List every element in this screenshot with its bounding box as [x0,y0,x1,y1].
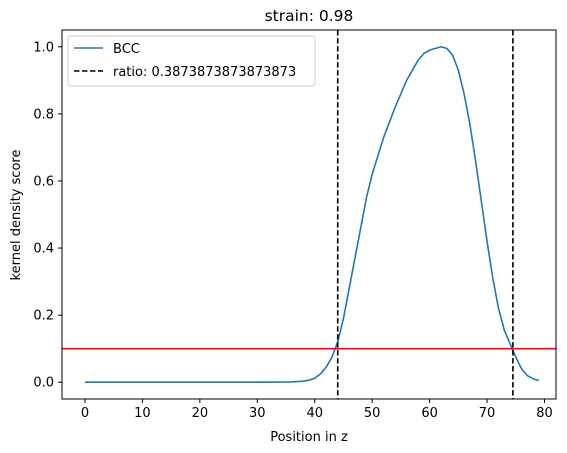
x-tick-label: 20 [192,406,209,421]
x-tick-label: 50 [364,406,381,421]
x-tick-label: 70 [479,406,496,421]
x-tick-label: 30 [249,406,266,421]
x-tick-label: 10 [134,406,151,421]
y-axis-label: kernel density score [9,150,24,281]
x-tick-label: 40 [306,406,323,421]
y-tick-label: 0.2 [33,309,54,324]
y-tick-label: 0.0 [33,376,54,391]
plot-frame [61,29,557,400]
series-line-bcc [84,45,539,384]
y-tick-label: 1.0 [33,40,54,55]
x-tick-label: 60 [421,406,438,421]
plot-area [62,30,556,399]
legend-label-ratio: ratio: 0.3873873873873873 [113,65,296,80]
x-tick-label: 0 [81,406,89,421]
x-axis-label: Position in z [270,430,348,445]
x-tick-label: 80 [536,406,553,421]
y-tick-label: 0.6 [33,174,54,189]
y-tick-label: 0.8 [33,107,54,122]
y-tick-label: 0.4 [33,242,54,257]
legend: BCC ratio: 0.3873873873873873 [67,35,316,87]
legend-box [67,35,316,87]
axis-ticks: 0 10 20 30 40 50 60 70 80 0.0 0.2 0.4 0.6 0.8 1.0 [33,40,552,421]
legend-label-bcc: BCC [113,42,140,57]
chart-title: strain: 0.98 [265,7,354,25]
